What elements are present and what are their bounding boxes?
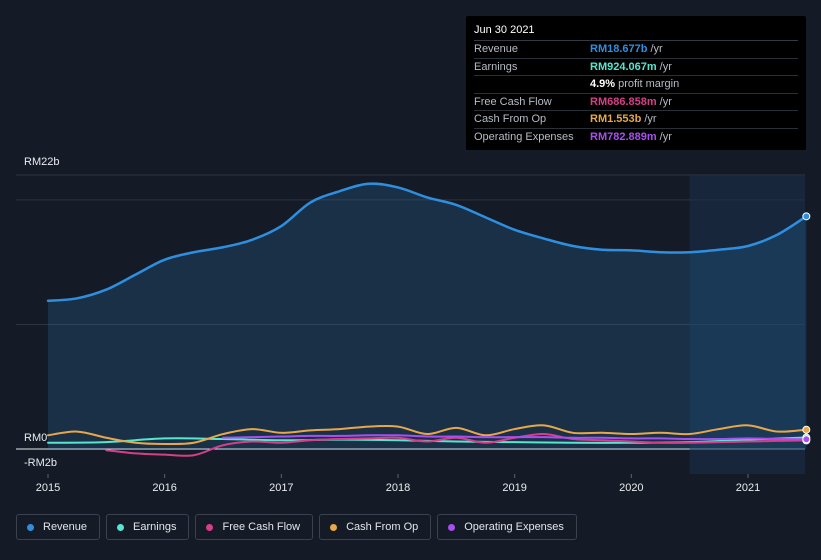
forecast-highlight-region — [689, 175, 805, 474]
x-tick-label: 2019 — [502, 482, 526, 494]
revenue-area — [48, 183, 807, 449]
tooltip-row-value: 4.9% — [590, 78, 616, 91]
forecast-region — [689, 175, 805, 474]
x-tick-label: 2017 — [269, 482, 293, 494]
tooltip-row-unit: /yr — [650, 43, 663, 56]
tooltip-row-unit: /yr — [644, 113, 657, 126]
legend-item-free-cash-flow[interactable]: Free Cash Flow — [195, 514, 314, 540]
tooltip-row: Cash From Op RM1.553b/yr — [474, 111, 798, 129]
tooltip-row-label: Earnings — [474, 60, 518, 73]
chart-legend: Revenue Earnings Free Cash Flow Cash From O… — [16, 514, 577, 540]
legend-label: Revenue — [43, 521, 88, 533]
tooltip-row-value: RM1.553b — [590, 113, 642, 126]
operating-expenses-line — [222, 434, 808, 441]
tooltip-date: Jun 30 2021 — [474, 24, 798, 41]
cash-from-op-line — [47, 424, 808, 446]
free-cash-flow-line — [105, 433, 808, 457]
y-tick-label: RM0 — [24, 432, 47, 444]
legend-dot-icon — [448, 523, 456, 531]
grid-lines — [16, 174, 805, 450]
legend-dot-icon — [206, 523, 214, 531]
tooltip-row-label: Operating Expenses — [474, 130, 574, 143]
tooltip-row-value: RM782.889m — [590, 130, 657, 143]
legend-item-cash-from-op[interactable]: Cash From Op — [319, 514, 432, 540]
tooltip-row-value: RM18.677b — [590, 43, 648, 56]
tooltip-row-unit: /yr — [659, 130, 672, 143]
legend-dot-icon — [27, 523, 34, 531]
legend-item-operating-expenses[interactable]: Operating Expenses — [437, 514, 577, 540]
series-layer — [46, 182, 811, 457]
x-tick-label: 2016 — [152, 482, 176, 494]
tooltip-row-label: Free Cash Flow — [474, 95, 552, 108]
x-tick-label: 2020 — [619, 482, 643, 494]
legend-label: Free Cash Flow — [222, 521, 301, 533]
legend-label: Operating Expenses — [464, 521, 564, 533]
revenue-line — [46, 182, 808, 303]
tooltip-row-value: RM686.858m — [590, 95, 657, 108]
tooltip-row: Revenue RM18.677b/yr — [474, 41, 798, 59]
legend-dot-icon — [330, 523, 338, 531]
tooltip-row-unit: /yr — [659, 95, 672, 108]
data-tooltip: Jun 30 2021 Revenue RM18.677b/yr Earnings R… — [466, 16, 806, 150]
operating-expenses-end-marker — [802, 435, 811, 444]
tooltip-row-label: Revenue — [474, 43, 519, 56]
y-tick-label: RM22b — [24, 156, 59, 168]
tooltip-row: 4.9% profit margin — [474, 76, 798, 94]
legend-label: Earnings — [133, 521, 177, 533]
tooltip-row: Earnings RM924.067m/yr — [474, 59, 798, 76]
legend-label: Cash From Op — [346, 521, 419, 533]
tooltip-row-unit: profit margin — [618, 78, 680, 91]
legend-dot-icon — [117, 523, 125, 531]
tooltip-row-label: Cash From Op — [474, 113, 547, 126]
y-tick-label: -RM2b — [24, 457, 57, 469]
legend-item-revenue[interactable]: Revenue — [16, 514, 101, 540]
axis-labels: RM22b RM0 -RM2b 2015 2016 2017 2018 2019 2020 202… — [24, 156, 760, 494]
x-tick-label: 2021 — [736, 482, 760, 494]
tooltip-row: Operating Expenses RM782.889m/yr — [474, 129, 798, 146]
cash-from-op-end-marker — [802, 425, 811, 434]
legend-item-earnings[interactable]: Earnings — [106, 514, 190, 540]
x-tick-label: 2018 — [386, 482, 410, 494]
x-tick-label: 2015 — [36, 482, 60, 494]
tooltip-row: Free Cash Flow RM686.858m/yr — [474, 94, 798, 111]
tooltip-rows: Revenue RM18.677b/yr Earnings RM924.067m/yr… — [474, 41, 798, 145]
tooltip-row-value: RM924.067m — [590, 60, 657, 73]
revenue-end-marker — [802, 212, 811, 221]
tooltip-row-unit: /yr — [659, 60, 672, 73]
